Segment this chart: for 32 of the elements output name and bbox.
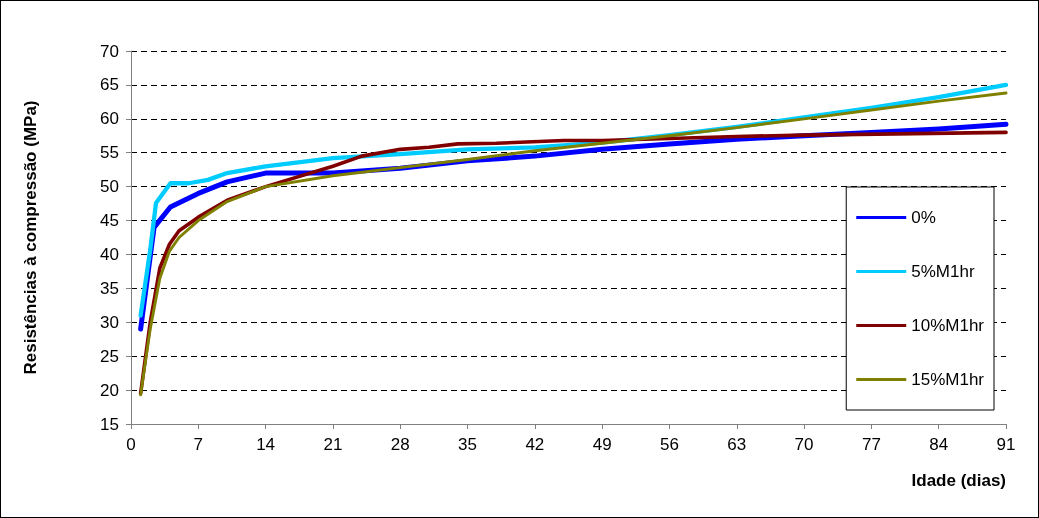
x-tick-label: 77	[861, 435, 881, 454]
y-tick-label: 70	[100, 41, 119, 61]
y-tick-label: 50	[100, 177, 119, 197]
legend-label: 10%M1hr	[911, 316, 985, 335]
x-tick-label: 7	[193, 435, 204, 454]
x-tick-label: 28	[390, 435, 410, 454]
y-tick-label: 55	[100, 143, 119, 163]
y-tick-label: 20	[100, 380, 119, 400]
legend-label: 0%	[911, 208, 936, 227]
x-tick-label: 42	[525, 435, 545, 454]
y-tick-label: 35	[100, 278, 119, 298]
x-tick-label: 56	[660, 435, 679, 454]
x-tick-label: 0	[126, 435, 136, 454]
y-tick-label: 60	[100, 109, 119, 129]
x-tick-label: 84	[929, 435, 949, 454]
x-tick-label: 14	[256, 435, 276, 454]
legend-label: 5%M1hr	[911, 262, 975, 281]
y-axis-title: Resistências à compressão (MPa)	[21, 100, 40, 375]
y-tick-label: 15	[100, 414, 119, 434]
x-axis-title: Idade (dias)	[911, 471, 1006, 490]
x-tick-label: 63	[727, 435, 747, 454]
y-tick-label: 30	[100, 312, 119, 332]
y-tick-label: 25	[100, 346, 119, 366]
x-tick-label: 35	[458, 435, 477, 454]
x-tick-label: 21	[323, 435, 343, 454]
x-tick-label: 70	[794, 435, 814, 454]
y-tick-label: 65	[100, 75, 119, 95]
x-tick-label: 49	[592, 435, 612, 454]
legend-label: 15%M1hr	[911, 370, 985, 389]
y-tick-label: 45	[100, 211, 119, 231]
x-tick-label: 91	[996, 435, 1016, 454]
y-tick-label: 40	[100, 244, 119, 264]
